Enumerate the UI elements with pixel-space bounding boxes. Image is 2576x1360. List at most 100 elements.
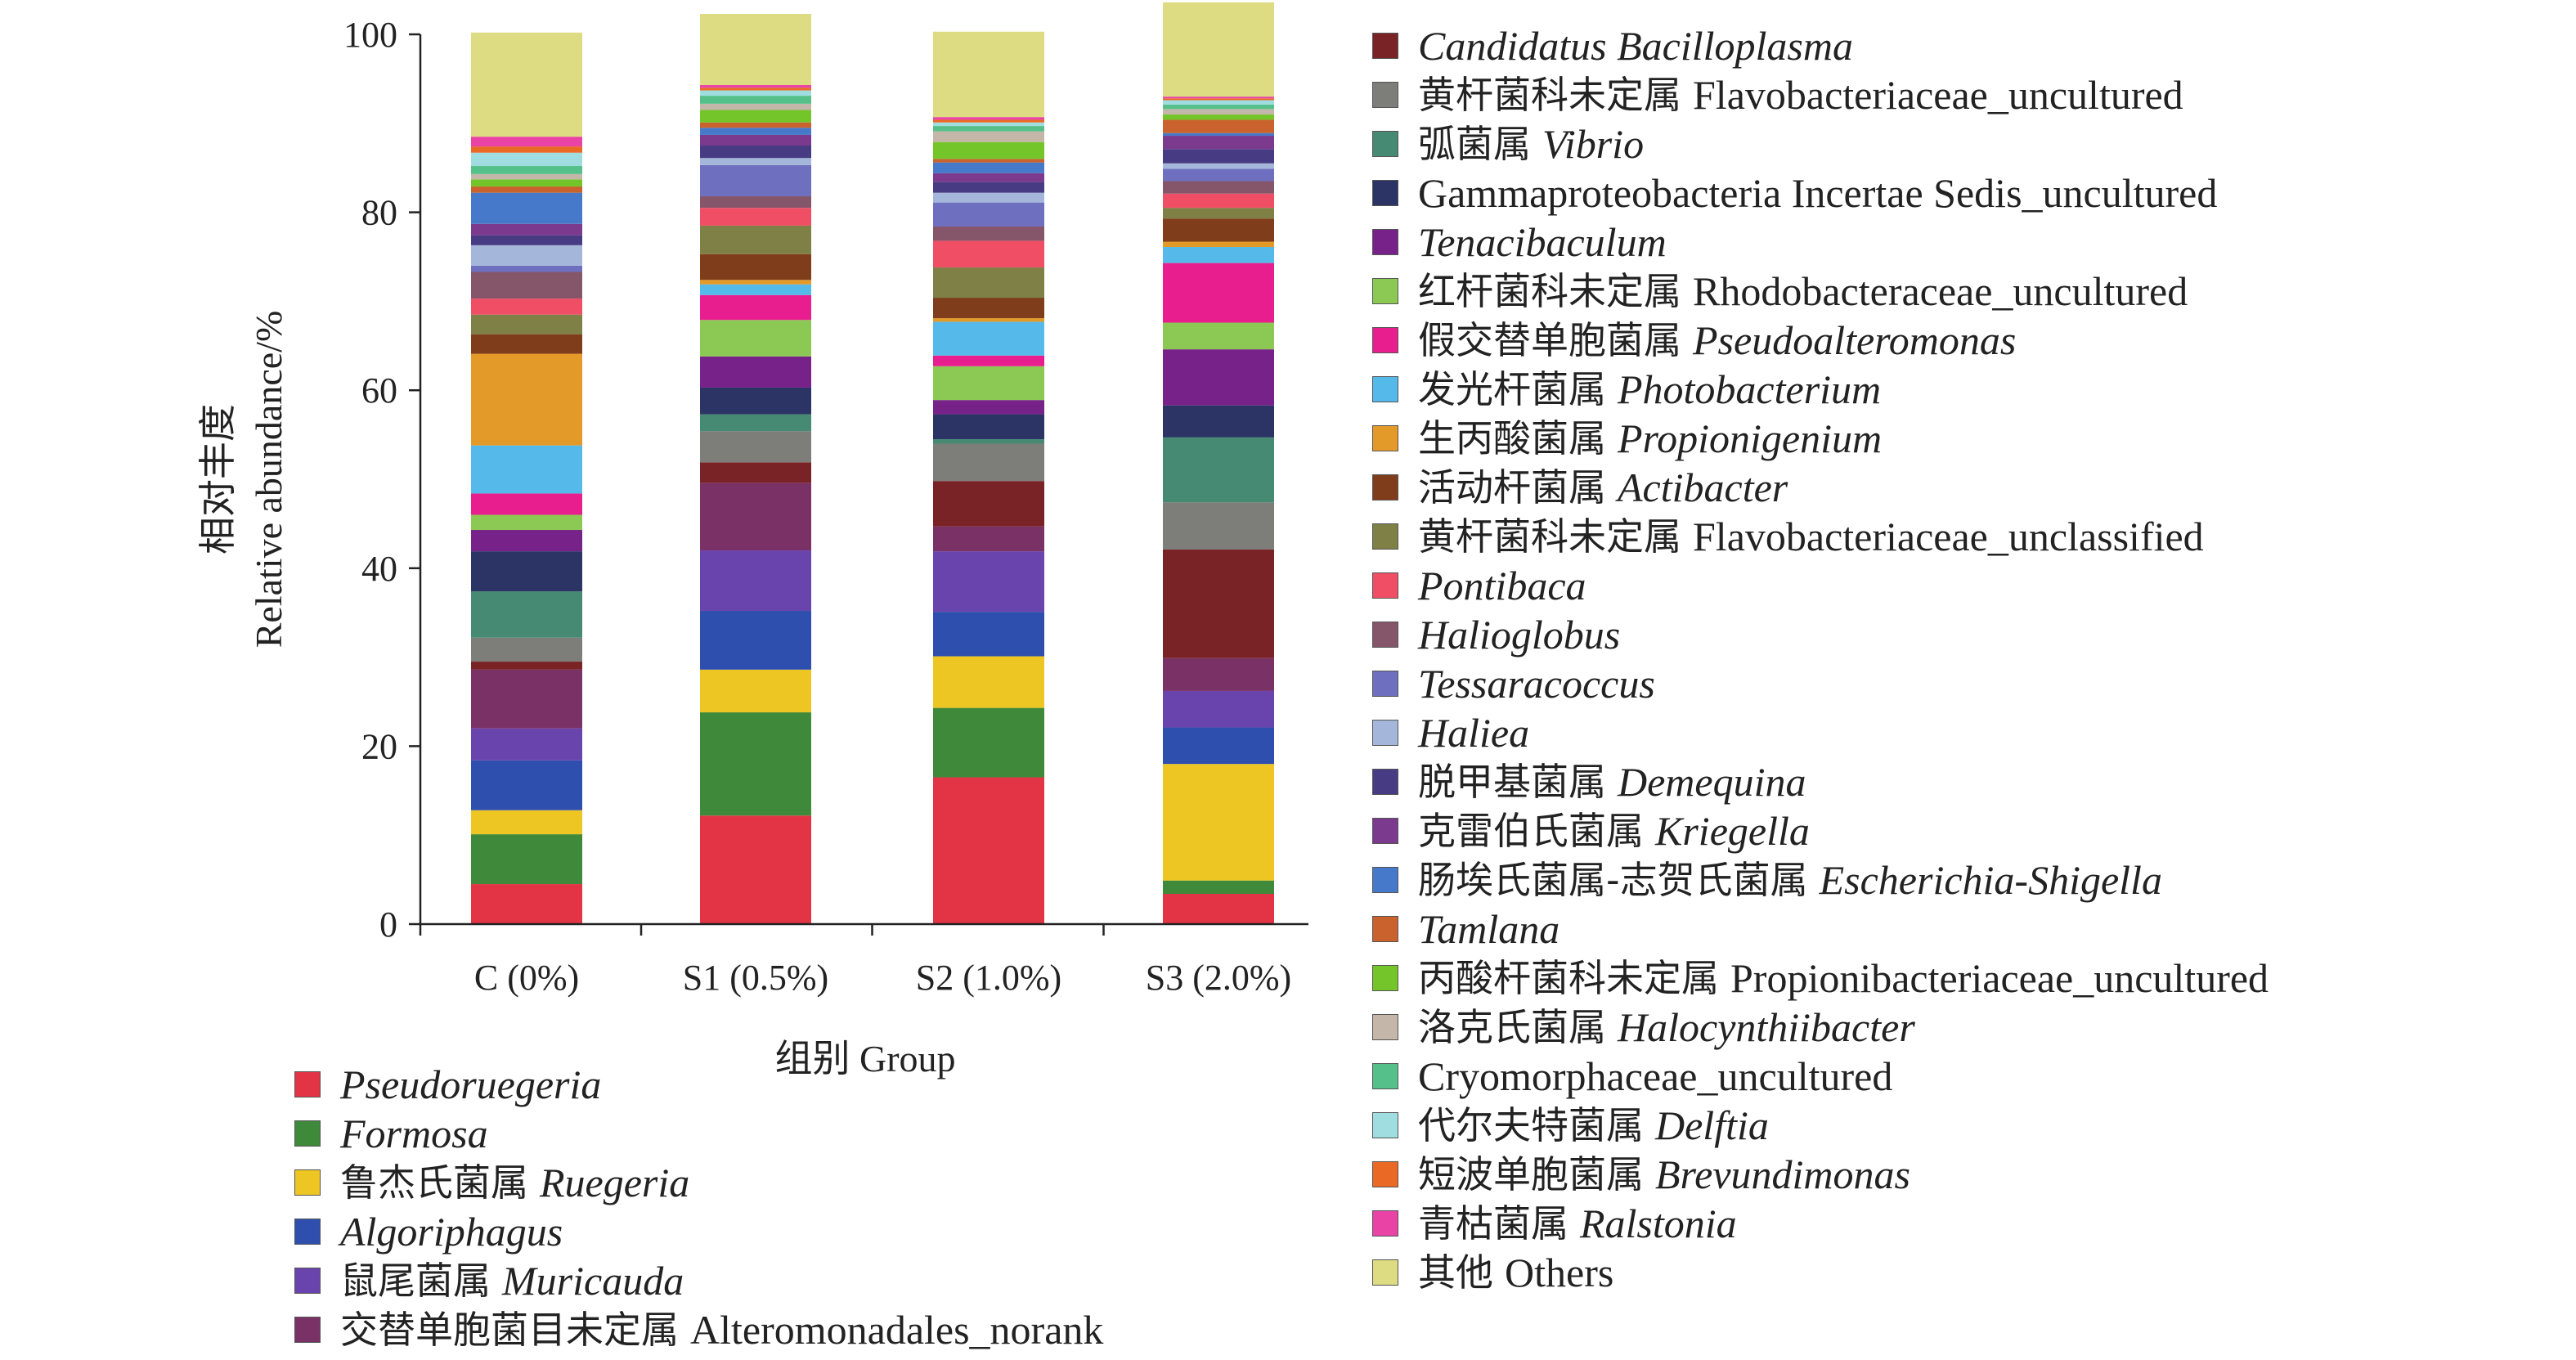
legend-swatch — [1372, 523, 1398, 550]
legend-swatch — [294, 1120, 321, 1147]
legend-item: 弧菌属 Vibrio — [1372, 119, 2269, 168]
bars-group — [471, 2, 1274, 924]
legend-swatch — [294, 1317, 321, 1343]
bar-segment — [1163, 727, 1274, 765]
bar-segment — [700, 122, 811, 128]
legend-item: 交替单胞菌目未定属 Alteromonadales_norank — [294, 1305, 1103, 1354]
legend-swatch — [1372, 1112, 1398, 1138]
legend-label-latin: Pseudoalteromonas — [1693, 317, 2017, 363]
bar-segment — [471, 530, 582, 552]
legend-label-cn: 黄杆菌科未定属 — [1418, 514, 1681, 559]
bar-segment — [933, 192, 1044, 203]
legend-label-latin: Tessaracoccus — [1418, 661, 1655, 707]
legend-swatch — [1372, 82, 1398, 108]
bar-segment — [700, 320, 811, 357]
legend-item: Cryomorphaceae_uncultured — [1372, 1052, 2269, 1101]
bar-segment — [1163, 208, 1274, 219]
legend-item: 克雷伯氏菌属 Kriegella — [1372, 806, 2269, 855]
legend-label-name: Others — [1505, 1250, 1614, 1295]
bar-segment — [700, 90, 811, 97]
bar-segment — [933, 298, 1044, 319]
bar-segment — [700, 712, 811, 816]
bar-segment — [933, 122, 1044, 127]
bar-segment — [471, 245, 582, 266]
x-axis-title: 组别 Group — [774, 1038, 955, 1079]
bar-segment — [700, 208, 811, 226]
bar-segment — [471, 298, 582, 315]
bar-segment — [1163, 100, 1274, 105]
bar-segment — [933, 481, 1044, 527]
legend-swatch — [294, 1219, 321, 1245]
legend-label-latin: Propionigenium — [1618, 415, 1883, 461]
bar-segment — [471, 192, 582, 224]
legend-swatch — [294, 1169, 321, 1196]
bar-segment — [933, 551, 1044, 613]
bar-segment — [1163, 163, 1274, 169]
legend-label-latin: Candidatus Bacilloplasma — [1418, 23, 1853, 69]
legend-label-cn: 交替单胞菌目未定属 — [340, 1308, 679, 1352]
bar-segment — [700, 254, 811, 281]
bar-segment — [1163, 104, 1274, 110]
bar-segment — [700, 164, 811, 197]
legend-label-latin: Photobacterium — [1618, 366, 1882, 412]
legend-label-latin: Pseudoruegeria — [340, 1062, 602, 1107]
bar-segment — [1163, 136, 1274, 150]
legend-label-name: Alteromonadales_norank — [690, 1307, 1104, 1353]
legend-label-name: Flavobacteriaceae_uncultured — [1693, 72, 2183, 118]
bar-segment — [471, 884, 582, 924]
legend-item: Tessaracoccus — [1372, 659, 2269, 708]
y-tick-label: 40 — [361, 549, 397, 589]
legend-item: Halioglobus — [1372, 610, 2269, 659]
bar-segment — [471, 637, 582, 662]
bar-segment — [700, 550, 811, 612]
bar-segment — [1163, 658, 1274, 691]
bar-segment — [471, 173, 582, 180]
bar-segment — [933, 173, 1044, 182]
legend-label-name: Propionibacteriaceae_uncultured — [1730, 955, 2269, 1001]
bar-stack — [471, 32, 582, 924]
legend-label-name: Rhodobacteraceae_uncultured — [1693, 268, 2188, 314]
y-axis-title-cn: 相对丰度 — [195, 404, 240, 554]
legend-label-latin: Demequina — [1618, 759, 1806, 805]
legend-label-cn: 鼠尾菌属 — [340, 1259, 491, 1303]
legend-swatch — [1372, 769, 1398, 795]
bar-segment — [471, 179, 582, 187]
legend-label-latin: Haliea — [1418, 710, 1530, 756]
bar-segment — [1163, 894, 1274, 924]
bar-segment — [471, 551, 582, 592]
legend-swatch — [1372, 818, 1398, 844]
bar-segment — [1163, 132, 1274, 137]
legend-swatch — [1372, 867, 1398, 893]
legend-label-latin: Vibrio — [1542, 121, 1645, 167]
legend-swatch — [1372, 1259, 1398, 1286]
legend-label-cn: 脱甲基菌属 — [1418, 760, 1606, 804]
y-tick-label: 80 — [361, 193, 397, 233]
bar-segment — [933, 366, 1044, 401]
bar-segment — [1163, 98, 1274, 101]
legend-item: 肠埃氏菌属-志贺氏菌属 Escherichia-Shigella — [1372, 855, 2269, 904]
legend-label-cn: 发光杆菌属 — [1418, 367, 1606, 411]
legend-swatch — [1372, 1210, 1398, 1237]
legend-item: 活动杆菌属 Actibacter — [1372, 463, 2269, 512]
bar-segment — [700, 96, 811, 104]
bar-segment — [700, 462, 811, 483]
bar-segment — [471, 728, 582, 761]
bar-segment — [1163, 502, 1274, 550]
legend-swatch — [294, 1268, 321, 1294]
bar-segment — [933, 141, 1044, 159]
bar-segment — [471, 591, 582, 638]
legend-label-cn: 克雷伯氏菌属 — [1418, 809, 1644, 853]
bar-segment — [1163, 322, 1274, 350]
bar-segment — [700, 356, 811, 388]
legend-label-latin: Brevundimonas — [1655, 1151, 1910, 1197]
legend-label-latin: Actibacter — [1618, 465, 1788, 510]
bar-segment — [471, 493, 582, 515]
bar-segment — [471, 235, 582, 245]
bar-segment — [1163, 437, 1274, 503]
legend-label-name: Cryomorphaceae_uncultured — [1418, 1053, 1893, 1099]
legend-item: 青枯菌属 Ralstonia — [1372, 1199, 2269, 1248]
legend-label-cn: 其他 — [1418, 1250, 1493, 1295]
legend-swatch — [1372, 1063, 1398, 1089]
x-tick-label: S1 (0.5%) — [683, 958, 828, 998]
bar-segment — [471, 514, 582, 531]
